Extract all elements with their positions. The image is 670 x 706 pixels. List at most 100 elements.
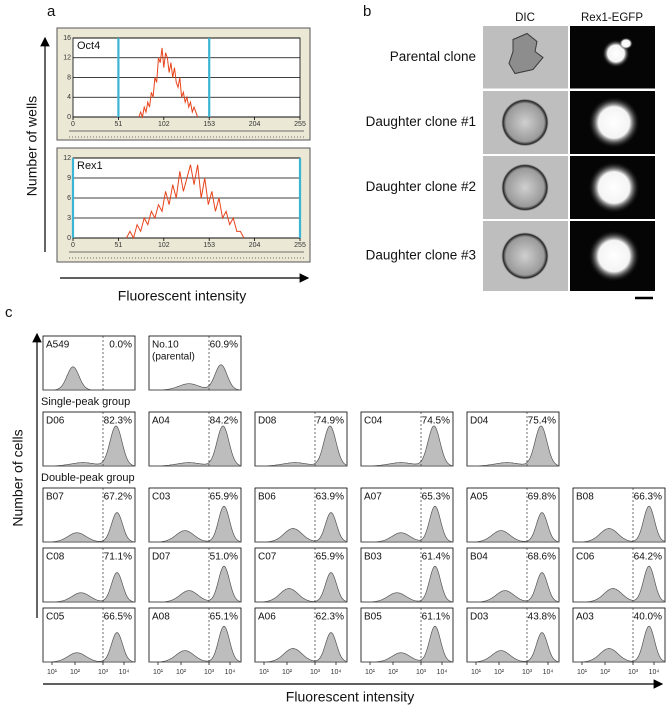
x-tick-label: 10¹ xyxy=(259,669,270,676)
sample-name: B07 xyxy=(46,492,64,503)
y-tick-label: 0 xyxy=(67,235,71,242)
sample-name: A05 xyxy=(470,492,488,503)
sample-name: C08 xyxy=(46,552,65,563)
y-tick-label: 0 xyxy=(67,114,71,121)
column-header: Rex1-EGFP xyxy=(581,12,643,24)
x-tick-label: 10¹ xyxy=(47,669,58,676)
sample-note: (parental) xyxy=(152,352,195,363)
column-header: DIC xyxy=(515,12,535,24)
sample-percent: 82.3% xyxy=(104,416,132,427)
panel-label: c xyxy=(5,304,13,321)
sample-percent: 65.1% xyxy=(210,612,238,623)
sample-percent: 65.9% xyxy=(210,492,238,503)
y-tick-label: 6 xyxy=(67,195,71,202)
sample-name: D04 xyxy=(470,416,489,427)
x-tick-label: 10³ xyxy=(628,669,639,676)
histogram xyxy=(43,366,135,391)
plot-frame xyxy=(42,335,136,391)
group-title: Single-peak group xyxy=(41,396,130,408)
sample-name: A06 xyxy=(258,612,276,623)
chart-title: Oct4 xyxy=(77,40,100,52)
y-tick-label: 12 xyxy=(63,155,71,162)
x-axis-label: Fluorescent intensity xyxy=(118,288,246,304)
sample-name: A549 xyxy=(46,340,70,351)
sample-percent: 60.9% xyxy=(210,340,238,351)
sample-name: C03 xyxy=(152,492,171,503)
sample-percent: 0.0% xyxy=(109,340,132,351)
histogram xyxy=(43,512,136,543)
x-tick-label: 255 xyxy=(294,242,306,249)
sample-percent: 68.6% xyxy=(528,552,556,563)
x-tick-label: 10² xyxy=(494,669,505,676)
panel-label: a xyxy=(47,3,56,20)
histogram xyxy=(255,632,348,663)
x-tick-label: 51 xyxy=(115,242,123,249)
sample-name: D08 xyxy=(258,416,277,427)
sample-percent: 69.8% xyxy=(528,492,556,503)
histogram xyxy=(43,632,136,663)
y-axis-label: Number of wells xyxy=(24,96,40,196)
x-tick-label: 10¹ xyxy=(153,669,164,676)
row-label: Daughter clone #2 xyxy=(366,179,476,194)
sample-percent: 64.2% xyxy=(634,552,662,563)
sample-percent: 61.1% xyxy=(422,612,450,623)
group-title: Double-peak group xyxy=(41,472,135,484)
x-tick-label: 10³ xyxy=(204,669,215,676)
x-tick-label: 10³ xyxy=(310,669,321,676)
x-tick-label: 255 xyxy=(294,121,306,128)
histogram xyxy=(149,625,242,663)
x-tick-label: 204 xyxy=(249,242,261,249)
sample-percent: 61.4% xyxy=(422,552,450,563)
panel-label: b xyxy=(363,3,371,20)
sample-percent: 43.8% xyxy=(528,612,556,623)
histogram xyxy=(149,364,242,391)
x-tick-label: 10² xyxy=(282,669,293,676)
x-tick-label: 10³ xyxy=(416,669,427,676)
sample-percent: 74.5% xyxy=(422,416,450,427)
histogram xyxy=(467,632,560,663)
sample-percent: 63.9% xyxy=(316,492,344,503)
x-tick-label: 10¹ xyxy=(471,669,482,676)
y-tick-label: 8 xyxy=(67,74,71,81)
histogram xyxy=(255,572,348,603)
histogram xyxy=(361,625,454,663)
sample-percent: 65.3% xyxy=(422,492,450,503)
sample-name: C05 xyxy=(46,612,65,623)
histogram xyxy=(149,505,242,543)
x-tick-label: 10⁴ xyxy=(543,669,554,676)
row-label: Daughter clone #1 xyxy=(366,114,476,129)
histogram xyxy=(149,425,242,467)
x-tick-label: 10² xyxy=(70,669,81,676)
sample-name: D06 xyxy=(46,416,65,427)
histogram xyxy=(467,572,560,603)
egfp-colony xyxy=(588,96,640,149)
x-tick-label: 0 xyxy=(71,121,75,128)
sample-percent: 66.5% xyxy=(104,612,132,623)
dic-colony xyxy=(501,98,549,147)
row-label: Daughter clone #3 xyxy=(366,248,476,263)
histogram xyxy=(361,505,454,543)
histogram xyxy=(467,425,560,467)
sample-percent: 74.9% xyxy=(316,416,344,427)
dic-colony xyxy=(501,163,549,212)
sample-name: B05 xyxy=(364,612,382,623)
sample-name: C07 xyxy=(258,552,277,563)
x-tick-label: 204 xyxy=(249,121,261,128)
sample-percent: 71.1% xyxy=(104,552,132,563)
x-tick-label: 10⁴ xyxy=(437,669,448,676)
sample-name: B08 xyxy=(576,492,594,503)
y-axis-label: Number of cells xyxy=(10,429,26,526)
sample-percent: 75.4% xyxy=(528,416,556,427)
histogram xyxy=(573,505,666,543)
sample-name: A07 xyxy=(364,492,382,503)
sample-name: C06 xyxy=(576,552,595,563)
x-tick-label: 102 xyxy=(158,121,170,128)
dic-colony xyxy=(508,32,544,75)
sample-name: No.10 xyxy=(152,340,179,351)
x-tick-label: 10² xyxy=(600,669,611,676)
x-tick-label: 10⁴ xyxy=(225,669,236,676)
sample-name: D03 xyxy=(470,612,489,623)
sample-name: C04 xyxy=(364,416,383,427)
egfp-colony xyxy=(619,37,633,50)
